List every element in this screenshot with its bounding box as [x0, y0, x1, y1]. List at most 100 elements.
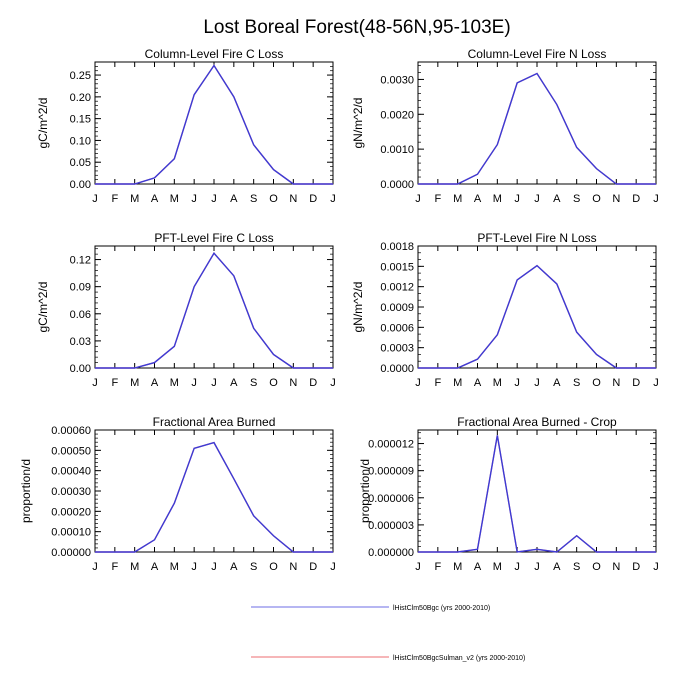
x-tick-label: J — [534, 377, 540, 389]
x-tick-label: F — [111, 193, 118, 205]
x-tick-label: J — [211, 193, 217, 205]
y-tick-label: 0.00000 — [51, 547, 91, 559]
x-tick-label: A — [553, 377, 561, 389]
series-line-2 — [95, 441, 333, 553]
legend: lHistClm50Bgc (yrs 2000-2010) lHistClm50B… — [251, 605, 525, 662]
x-tick-label: D — [632, 377, 640, 389]
x-tick-label: M — [453, 193, 462, 205]
y-tick-label: 0.000003 — [368, 520, 414, 532]
x-tick-label: S — [573, 561, 580, 573]
x-tick-label: J — [415, 561, 421, 573]
x-tick-label: D — [309, 561, 317, 573]
x-tick-label: M — [493, 193, 502, 205]
x-tick-label: A — [151, 377, 159, 389]
plot-frame — [417, 429, 657, 553]
x-tick-label: N — [612, 561, 620, 573]
series-line-2 — [418, 72, 656, 185]
x-tick-label: M — [170, 377, 179, 389]
y-tick-label: 0.000012 — [368, 439, 414, 451]
legend-label-2: lHistClm50BgcSulman_v2 (yrs 2000-2010) — [393, 655, 525, 662]
x-tick-label: A — [151, 561, 159, 573]
y-axis-label: gC/m^2/d — [36, 282, 50, 333]
y-axis-label: proportion/d — [358, 459, 372, 523]
x-tick-label: A — [474, 193, 482, 205]
y-tick-label: 0.0012 — [380, 282, 414, 294]
panel-title: Column-Level Fire N Loss — [468, 47, 607, 61]
x-tick-label: J — [415, 193, 421, 205]
x-tick-label: A — [474, 377, 482, 389]
x-tick-label: J — [92, 193, 98, 205]
y-axis-label: proportion/d — [19, 459, 33, 523]
x-tick-label: J — [514, 377, 520, 389]
series-line-1 — [95, 64, 333, 185]
x-tick-label: S — [250, 561, 257, 573]
x-tick-label: D — [309, 377, 317, 389]
x-tick-label: M — [170, 193, 179, 205]
y-tick-label: 0.0009 — [380, 302, 414, 314]
x-tick-label: J — [653, 193, 659, 205]
x-tick-label: J — [415, 377, 421, 389]
x-tick-label: M — [493, 377, 502, 389]
x-tick-label: S — [250, 193, 257, 205]
x-tick-label: F — [111, 377, 118, 389]
x-tick-label: N — [289, 561, 297, 573]
x-tick-label: J — [534, 193, 540, 205]
y-tick-label: 0.000009 — [368, 466, 414, 478]
y-tick-label: 0.0030 — [380, 74, 414, 86]
x-tick-label: J — [514, 561, 520, 573]
x-tick-label: A — [230, 193, 238, 205]
y-tick-label: 0.12 — [70, 255, 91, 267]
x-tick-label: A — [151, 193, 159, 205]
x-tick-label: O — [592, 561, 601, 573]
y-axis-label: gC/m^2/d — [36, 98, 50, 149]
series-line-2 — [418, 435, 656, 553]
x-tick-label: J — [534, 561, 540, 573]
y-tick-label: 0.09 — [70, 282, 91, 294]
series-line-1 — [418, 72, 656, 185]
panel-title: PFT-Level Fire N Loss — [477, 231, 596, 245]
x-tick-label: J — [653, 377, 659, 389]
y-tick-label: 0.06 — [70, 309, 91, 321]
x-tick-label: M — [170, 561, 179, 573]
series-line-1 — [95, 252, 333, 369]
x-tick-label: A — [230, 561, 238, 573]
x-tick-label: J — [92, 561, 98, 573]
plot-frame — [417, 245, 657, 369]
x-tick-label: D — [632, 561, 640, 573]
y-tick-label: 0.00040 — [51, 466, 91, 478]
y-tick-label: 0.000000 — [368, 547, 414, 559]
x-tick-label: J — [330, 377, 336, 389]
y-tick-label: 0.00060 — [51, 425, 91, 437]
x-tick-label: F — [434, 561, 441, 573]
y-tick-label: 0.15 — [70, 114, 91, 126]
y-tick-label: 0.03 — [70, 336, 91, 348]
plot-frame — [94, 245, 334, 369]
series-line-1 — [95, 441, 333, 553]
x-tick-label: J — [191, 561, 197, 573]
x-tick-label: M — [130, 193, 139, 205]
plot-frame — [417, 61, 657, 185]
x-tick-label: O — [269, 377, 278, 389]
series-line-2 — [418, 264, 656, 369]
x-tick-label: A — [474, 561, 482, 573]
x-tick-label: J — [330, 561, 336, 573]
panel-title: Column-Level Fire C Loss — [145, 47, 284, 61]
series-line-1 — [418, 435, 656, 553]
x-tick-label: M — [493, 561, 502, 573]
x-tick-label: J — [211, 377, 217, 389]
x-tick-label: N — [289, 377, 297, 389]
y-tick-label: 0.0018 — [380, 241, 414, 253]
panel-title: Fractional Area Burned - Crop — [457, 415, 617, 429]
y-tick-label: 0.00030 — [51, 486, 91, 498]
x-tick-label: M — [130, 561, 139, 573]
x-tick-label: F — [434, 377, 441, 389]
y-tick-label: 0.0020 — [380, 109, 414, 121]
x-tick-label: A — [230, 377, 238, 389]
